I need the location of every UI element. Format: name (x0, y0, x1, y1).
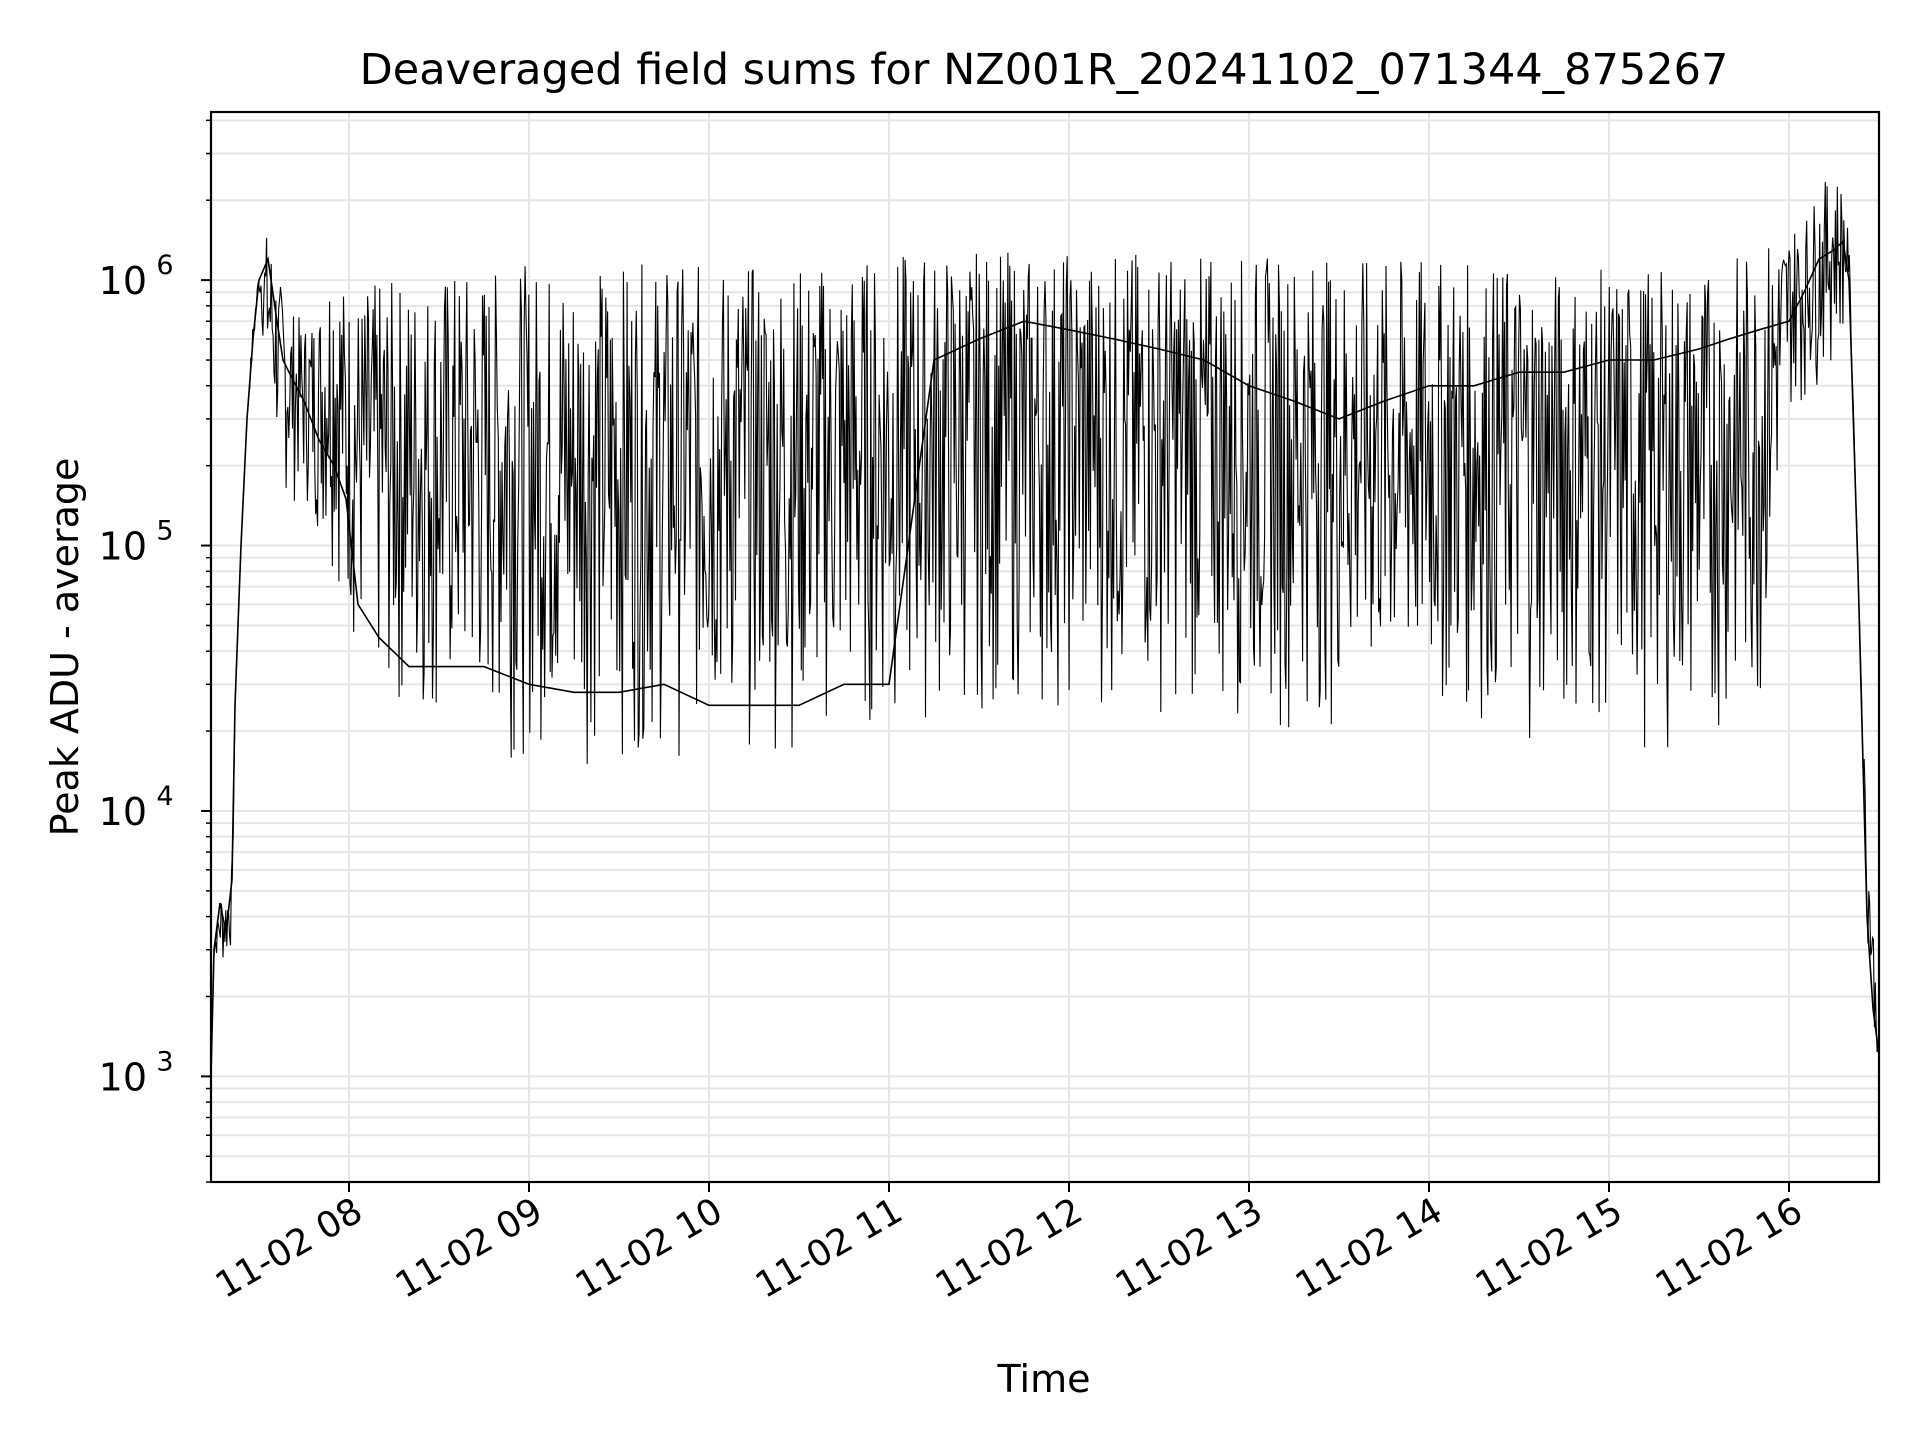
x-axis-label: Time (997, 1357, 1091, 1401)
y-tick-label-exponent: 6 (156, 250, 173, 281)
y-tick-label-exponent: 3 (156, 1046, 173, 1077)
series-line (210, 239, 1880, 1077)
y-tick-label-exponent: 4 (156, 781, 173, 812)
y-tick-label: 10 (99, 790, 147, 834)
plot-frame (209, 110, 1881, 1184)
data-band (210, 181, 1880, 1077)
y-tick-label: 10 (99, 525, 147, 569)
chart-title: Deaveraged field sums for NZ001R_2024110… (360, 45, 1729, 95)
y-tick-label-exponent: 5 (156, 516, 173, 547)
y-tick-label: 10 (99, 259, 147, 303)
data-series (210, 239, 1880, 1077)
y-axis-label: Peak ADU - average (43, 458, 87, 837)
y-tick-label: 10 (99, 1055, 147, 1099)
grid-major (211, 112, 1879, 1182)
y-axis: 10 3 10 4 10 5 10 6 (99, 119, 211, 1183)
oscillation-band (210, 181, 1880, 1077)
